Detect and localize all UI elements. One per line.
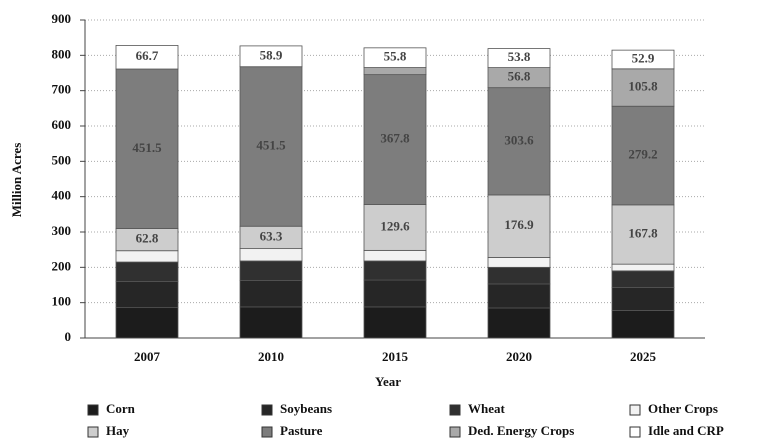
value-label: 279.2 (628, 147, 657, 162)
y-tick-label: 600 (52, 117, 72, 132)
bar-segment (363, 204, 427, 251)
bar-segment (487, 194, 551, 258)
bar-segment (487, 87, 551, 196)
value-label: 176.9 (504, 217, 534, 232)
y-tick-label: 100 (52, 294, 72, 309)
y-tick-label: 800 (52, 46, 72, 61)
value-label: 55.8 (384, 49, 407, 64)
y-tick-label: 0 (65, 329, 72, 344)
value-label: 53.8 (508, 49, 531, 64)
legend-swatch (449, 426, 461, 438)
y-tick-label: 500 (52, 152, 72, 167)
y-tick-label: 900 (52, 11, 72, 26)
bar-segment (611, 68, 675, 107)
legend-swatch (87, 404, 99, 416)
value-label: 367.8 (380, 131, 410, 146)
bar-segment (611, 310, 675, 339)
bar-segment (239, 280, 303, 308)
bar-segment (487, 266, 551, 285)
legend-label: Idle and CRP (648, 423, 724, 438)
bar-segment (487, 48, 551, 68)
bar-segment (115, 307, 179, 339)
y-tick-label: 400 (52, 188, 72, 203)
value-label: 52.9 (632, 50, 655, 65)
bar-segment (611, 270, 675, 288)
bar-segment (363, 306, 427, 339)
legend-label: Corn (106, 401, 136, 416)
x-tick-label: 2015 (382, 349, 409, 364)
value-label: 105.8 (628, 79, 658, 94)
bar-segment (363, 260, 427, 281)
value-label: 303.6 (504, 132, 534, 147)
bar-segment (611, 204, 675, 265)
bar-segment (363, 67, 427, 76)
legend-swatch (449, 404, 461, 416)
value-label: 56.8 (508, 69, 531, 84)
bar-segment (363, 279, 427, 308)
bar-segment (239, 306, 303, 339)
legend-label: Soybeans (280, 401, 332, 416)
value-label: 58.9 (260, 47, 283, 62)
legend-swatch (629, 404, 641, 416)
bar-segment (363, 249, 427, 262)
bar-segment (239, 66, 303, 227)
bar-segment (115, 261, 179, 282)
bar-segment (611, 287, 675, 311)
y-axis-title: Million Acres (9, 143, 24, 218)
legend-swatch (261, 404, 273, 416)
bar-segment (239, 260, 303, 281)
bar-segment (115, 250, 179, 263)
y-tick-label: 200 (52, 258, 72, 273)
legend-swatch (261, 426, 273, 438)
value-label: 63.3 (260, 228, 283, 243)
y-tick-label: 300 (52, 223, 72, 238)
bar-segment (487, 283, 551, 309)
bar-segment (487, 257, 551, 268)
value-label: 451.5 (256, 137, 286, 152)
value-label: 129.6 (380, 218, 410, 233)
legend-label: Pasture (280, 423, 323, 438)
bar-segment (611, 49, 675, 70)
value-label: 451.5 (132, 140, 162, 155)
legend-label: Wheat (468, 401, 506, 416)
x-tick-label: 2010 (258, 349, 284, 364)
x-tick-label: 2007 (134, 349, 161, 364)
legend-swatch (629, 426, 641, 438)
bar-segment (611, 105, 675, 206)
legend-swatch (87, 426, 99, 438)
bar-segment (239, 248, 303, 262)
bar-segment (115, 68, 179, 229)
x-axis-title: Year (375, 374, 401, 389)
y-tick-label: 700 (52, 82, 72, 97)
bar-segment (239, 45, 303, 68)
bar-segment (363, 47, 427, 68)
value-label: 62.8 (136, 231, 159, 246)
bar-segment (115, 45, 179, 70)
legend-label: Ded. Energy Crops (468, 423, 574, 438)
value-label: 66.7 (136, 48, 159, 63)
bar-segment (611, 263, 675, 272)
bar-segment (487, 307, 551, 339)
value-label: 167.8 (628, 225, 658, 240)
legend-label: Hay (106, 423, 130, 438)
bar-segment (115, 281, 179, 309)
x-tick-label: 2020 (506, 349, 532, 364)
legend-label: Other Crops (648, 401, 718, 416)
x-tick-label: 2025 (630, 349, 657, 364)
